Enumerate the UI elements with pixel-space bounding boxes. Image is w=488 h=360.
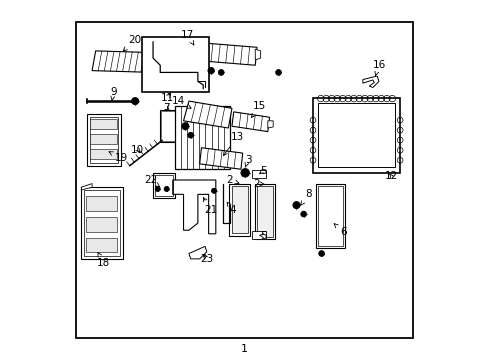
Text: 17: 17	[180, 30, 194, 45]
Text: 9: 9	[110, 87, 117, 100]
Bar	[90, 134, 117, 144]
Polygon shape	[188, 42, 257, 65]
Text: 14: 14	[171, 96, 191, 108]
Bar	[312, 98, 400, 173]
Polygon shape	[81, 184, 92, 190]
Circle shape	[182, 123, 188, 130]
Circle shape	[207, 67, 214, 74]
Circle shape	[318, 251, 324, 256]
Bar	[86, 114, 121, 166]
Circle shape	[275, 69, 281, 75]
Text: 5: 5	[259, 166, 266, 176]
Circle shape	[300, 211, 306, 217]
Bar	[142, 37, 208, 92]
Bar	[256, 186, 273, 237]
Bar	[90, 119, 117, 129]
Polygon shape	[188, 246, 206, 259]
Text: 18: 18	[97, 252, 110, 268]
Bar	[251, 170, 265, 178]
Bar	[229, 184, 250, 235]
Circle shape	[211, 188, 216, 193]
Circle shape	[131, 98, 139, 105]
Text: 5: 5	[259, 231, 266, 240]
Text: 13: 13	[223, 132, 244, 156]
Bar	[90, 149, 117, 159]
Text: 15: 15	[251, 102, 265, 118]
Bar	[254, 184, 275, 239]
Text: 16: 16	[371, 60, 385, 76]
Circle shape	[218, 69, 224, 75]
Circle shape	[187, 132, 193, 138]
Text: 11: 11	[161, 93, 174, 103]
Text: 23: 23	[200, 254, 213, 264]
Text: 2: 2	[225, 175, 239, 185]
Text: 20: 20	[123, 35, 142, 51]
Circle shape	[155, 186, 160, 192]
Bar	[160, 110, 180, 142]
Polygon shape	[92, 51, 156, 72]
Bar	[85, 197, 117, 211]
Bar	[81, 187, 122, 259]
Bar	[76, 22, 412, 338]
Text: 6: 6	[333, 224, 346, 237]
Circle shape	[164, 186, 169, 192]
Bar	[85, 238, 117, 252]
Bar	[231, 186, 247, 233]
Bar	[89, 117, 118, 163]
Bar	[318, 186, 342, 246]
Polygon shape	[267, 121, 273, 128]
Bar	[153, 173, 174, 198]
Text: 21: 21	[203, 198, 217, 216]
Bar	[317, 103, 394, 167]
Polygon shape	[183, 101, 231, 128]
Text: 22: 22	[143, 175, 160, 187]
Text: 1: 1	[241, 343, 247, 354]
Text: 12: 12	[384, 171, 397, 181]
Polygon shape	[231, 112, 269, 132]
Text: 7: 7	[163, 103, 170, 113]
Text: 8: 8	[300, 189, 312, 205]
Text: 3: 3	[244, 154, 251, 167]
Bar	[316, 184, 344, 248]
Polygon shape	[172, 180, 215, 234]
Circle shape	[292, 202, 300, 209]
Text: 2: 2	[253, 179, 264, 189]
Bar	[155, 175, 172, 196]
Text: 4: 4	[226, 202, 236, 216]
Circle shape	[241, 168, 249, 177]
Text: 10: 10	[131, 144, 144, 154]
Bar	[161, 111, 179, 141]
Polygon shape	[362, 76, 378, 87]
Text: 19: 19	[109, 152, 128, 163]
Polygon shape	[199, 148, 242, 169]
Bar	[85, 217, 117, 231]
Bar	[251, 231, 265, 239]
Bar	[84, 190, 120, 256]
Polygon shape	[255, 49, 260, 60]
Bar	[174, 107, 230, 169]
